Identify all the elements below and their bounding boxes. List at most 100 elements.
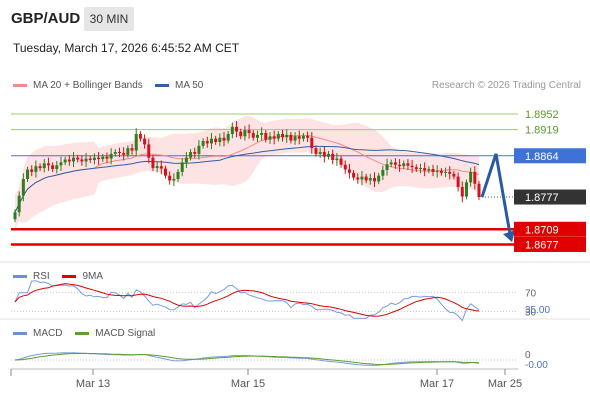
candle-body — [418, 168, 422, 170]
candle-body — [473, 171, 477, 184]
candle — [398, 159, 402, 172]
candle — [235, 121, 239, 138]
candle-body — [189, 151, 193, 158]
x-axis: Mar 13 Mar 15 Mar 17 Mar 25 — [76, 369, 522, 390]
candle — [272, 130, 276, 145]
candle-body — [356, 177, 360, 180]
candle — [289, 132, 293, 144]
macd-zero-label: 0 — [525, 350, 531, 361]
candle-body — [285, 134, 289, 138]
candle — [193, 147, 197, 159]
legend-ma50: MA 50 — [155, 80, 203, 91]
candle-body — [243, 130, 247, 137]
rsi-swatch — [13, 274, 27, 278]
candle — [76, 154, 80, 163]
candle-body — [293, 136, 297, 141]
rsi-pane: 30 70 35.00 — [11, 280, 550, 322]
candle — [444, 167, 448, 178]
candle — [423, 162, 427, 177]
candle — [431, 164, 435, 177]
candle-body — [118, 151, 122, 153]
moving-averages — [14, 134, 480, 213]
candle-body — [80, 159, 84, 162]
x-tick-label-2: Mar 17 — [420, 378, 454, 390]
candle-body — [427, 169, 431, 171]
candle — [360, 170, 364, 186]
candle — [205, 136, 209, 148]
candle — [281, 129, 285, 142]
candle — [477, 180, 481, 200]
candle — [268, 132, 272, 144]
candle-body — [339, 158, 343, 165]
candle-body — [109, 153, 113, 159]
rsi-level-label-70: 70 — [525, 289, 537, 300]
candle — [92, 153, 96, 165]
candle-body — [268, 136, 272, 140]
candle-body — [126, 148, 130, 155]
candle-body — [134, 133, 138, 151]
candle — [38, 163, 42, 171]
candle-body — [17, 195, 21, 213]
candle — [448, 166, 452, 180]
candle-body — [439, 170, 443, 173]
candle-body — [452, 173, 456, 177]
candle — [63, 156, 67, 166]
timeframe-badge[interactable]: 30 MIN — [84, 7, 134, 31]
candle-body — [138, 133, 142, 139]
candle — [464, 179, 468, 200]
candle-body — [222, 137, 226, 141]
candle — [218, 133, 222, 147]
candle-body — [368, 178, 372, 181]
candle-body — [130, 148, 134, 151]
candle — [306, 131, 310, 143]
candle — [331, 149, 335, 165]
legend-macd: MACD MACD Signal — [13, 328, 155, 339]
candle-body — [84, 158, 88, 162]
legend-rsi: RSI 9MA — [13, 271, 103, 282]
candle — [30, 165, 34, 177]
candle — [327, 151, 331, 160]
candle — [372, 172, 376, 188]
last-price-text: 1.8777 — [525, 192, 559, 204]
candle — [134, 128, 138, 157]
candle-body — [38, 166, 42, 169]
candle — [339, 155, 343, 168]
candle-body — [352, 172, 356, 178]
candle — [126, 145, 130, 158]
level-tag-1.8709 — [514, 221, 586, 237]
candle — [101, 153, 105, 162]
candle — [393, 158, 397, 170]
candle — [473, 166, 477, 190]
candle-body — [184, 157, 188, 163]
candle — [201, 138, 205, 149]
candle-body — [389, 162, 393, 165]
candle-body — [464, 182, 468, 197]
candle-body — [406, 163, 410, 166]
candle-body — [281, 133, 285, 138]
candle — [335, 152, 339, 166]
candle — [172, 173, 176, 187]
candle-body — [314, 148, 318, 154]
candle — [46, 157, 50, 171]
legend-macd-signal-label: MACD Signal — [95, 328, 156, 339]
legend-rsi-label: RSI — [33, 271, 50, 282]
candle-body — [247, 130, 251, 133]
candle-body — [306, 135, 310, 138]
candle — [389, 159, 393, 168]
macd-pane: 0-0.00 — [11, 350, 548, 371]
candle — [209, 132, 213, 150]
candle — [21, 173, 25, 202]
candle-body — [477, 183, 481, 198]
candle-body — [218, 137, 222, 143]
candle-body — [297, 136, 301, 139]
candle — [247, 124, 251, 139]
legend-ma20: MA 20 + Bollinger Bands — [13, 80, 143, 91]
price-levels — [11, 113, 518, 246]
candle-body — [377, 175, 381, 182]
candle-body — [147, 144, 151, 158]
candle — [184, 151, 188, 169]
ma20-swatch — [13, 83, 27, 87]
candle-body — [67, 159, 71, 162]
candle — [452, 170, 456, 180]
candle-body — [402, 163, 406, 167]
